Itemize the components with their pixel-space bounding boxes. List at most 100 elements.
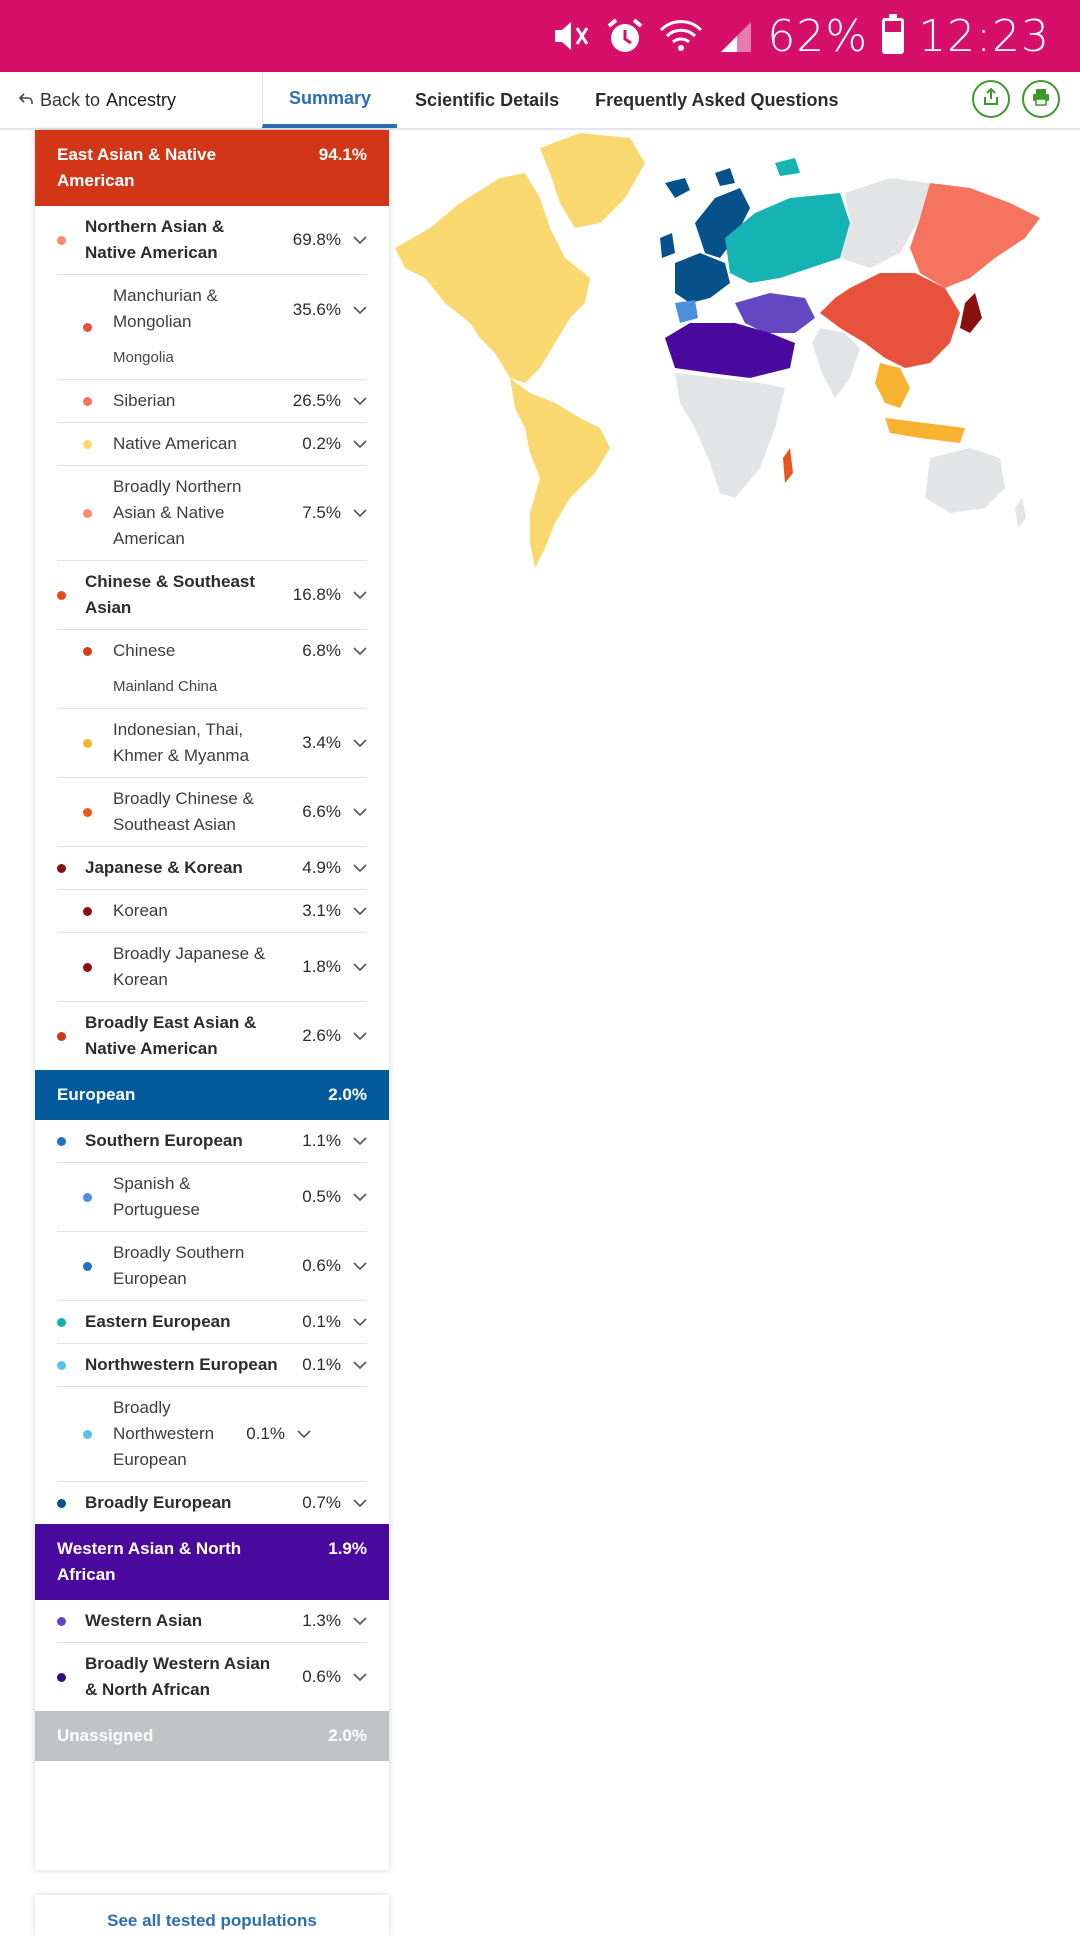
dot-icon (57, 1498, 66, 1508)
chevron-down-icon (341, 638, 367, 655)
map-region-southeast-asia (875, 363, 910, 408)
tab-scientific-details[interactable]: Scientific Details (415, 89, 560, 110)
dot-icon (83, 322, 92, 332)
map-region-arctic-islands (775, 158, 800, 176)
dot-icon (83, 906, 92, 916)
chevron-down-icon (341, 283, 367, 314)
chevron-down-icon (341, 236, 367, 244)
dot-icon (57, 1616, 66, 1626)
row-korean[interactable]: Korean 3.1% (57, 890, 367, 933)
map-region-iberia (675, 300, 698, 323)
wifi-icon (659, 18, 703, 54)
chevron-down-icon (341, 963, 367, 971)
chevron-down-icon (341, 1318, 367, 1326)
dot-icon (83, 439, 92, 449)
chevron-down-icon (341, 907, 367, 915)
dot-icon (57, 1672, 66, 1682)
back-arrow-icon (18, 90, 34, 111)
dot-icon (83, 1261, 92, 1271)
dot-icon (57, 235, 66, 245)
chevron-down-icon (341, 1032, 367, 1040)
dot-icon (83, 962, 92, 972)
chevron-down-icon (341, 1262, 367, 1270)
map-region-australia (925, 448, 1005, 513)
row-manchurian[interactable]: Manchurian & Mongolian Mongolia 35.6% (57, 275, 367, 380)
row-broadly-japanese-korean[interactable]: Broadly Japanese & Korean 1.8% (57, 933, 367, 1002)
row-northwestern-european[interactable]: Northwestern European 0.1% (57, 1344, 367, 1387)
map-region-russia (840, 178, 930, 268)
dot-icon (83, 807, 92, 817)
row-siberian[interactable]: Siberian 26.5% (57, 380, 367, 423)
dot-icon (83, 396, 92, 406)
row-northern-asian[interactable]: Northern Asian & Native American 69.8% (57, 206, 367, 275)
chevron-down-icon (341, 1137, 367, 1145)
tab-bar: Summary Scientific Details Frequently As… (262, 72, 857, 128)
ancestry-breakdown-panel: East Asian & Native American 94.1% North… (35, 130, 389, 1870)
status-bar: 62% 12:23 (0, 0, 1080, 72)
dot-icon (57, 1031, 66, 1041)
row-spanish-portuguese[interactable]: Spanish & Portuguese 0.5% (57, 1163, 367, 1232)
category-unassigned[interactable]: Unassigned 2.0% (35, 1711, 389, 1761)
tab-summary[interactable]: Summary (262, 72, 398, 128)
print-icon (1031, 87, 1051, 112)
tab-faq[interactable]: Frequently Asked Questions (595, 89, 839, 110)
chevron-down-icon (341, 509, 367, 517)
print-button[interactable] (1022, 80, 1060, 118)
mute-icon (551, 18, 591, 54)
dot-icon (83, 1429, 92, 1439)
map-region-sub-saharan-africa (675, 373, 785, 498)
map-region-madagascar (783, 448, 793, 483)
clock: 12:23 (918, 10, 1050, 62)
row-broadly-southern-european[interactable]: Broadly Southern European 0.6% (57, 1232, 367, 1301)
back-target: Ancestry (106, 89, 177, 110)
share-button[interactable] (972, 80, 1010, 118)
category-east-asian[interactable]: East Asian & Native American 94.1% (35, 130, 389, 206)
row-chinese[interactable]: Chinese Mainland China 6.8% (57, 630, 367, 709)
map-region-south-america (510, 378, 610, 568)
map-region-indonesia (885, 418, 965, 443)
map-region-western-europe (675, 253, 730, 303)
dot-icon (57, 863, 66, 873)
row-broadly-northern-asian[interactable]: Broadly Northern Asian & Native American… (57, 466, 367, 561)
chevron-down-icon (341, 1361, 367, 1369)
dot-icon (83, 508, 92, 518)
row-indonesian-thai[interactable]: Indonesian, Thai, Khmer & Myanma 3.4% (57, 709, 367, 778)
map-region-western-asia (735, 293, 815, 333)
dot-icon (83, 1192, 92, 1202)
chevron-down-icon (285, 1430, 311, 1438)
category-european[interactable]: European 2.0% (35, 1070, 389, 1120)
row-southern-european[interactable]: Southern European 1.1% (57, 1120, 367, 1163)
row-broadly-chinese[interactable]: Broadly Chinese & Southeast Asian 6.6% (57, 778, 367, 847)
map-region-uk (660, 233, 675, 258)
row-eastern-european[interactable]: Eastern European 0.1% (57, 1301, 367, 1344)
chevron-down-icon (341, 591, 367, 599)
row-broadly-northwestern-european[interactable]: Broadly Northwestern European 0.1% (57, 1387, 367, 1482)
row-chinese-southeast-asian[interactable]: Chinese & Southeast Asian 16.8% (57, 561, 367, 630)
map-region-svalbard (715, 168, 735, 186)
dot-icon (57, 590, 66, 600)
chevron-down-icon (341, 397, 367, 405)
chevron-down-icon (341, 864, 367, 872)
row-broadly-east-asian[interactable]: Broadly East Asian & Native American 2.6… (57, 1002, 367, 1070)
map-region-scandinavia (695, 188, 750, 258)
see-all-populations-link[interactable]: See all tested populations (35, 1895, 389, 1935)
category-western-asian[interactable]: Western Asian & North African 1.9% (35, 1524, 389, 1600)
map-region-north-america (395, 173, 590, 383)
row-broadly-western-asian[interactable]: Broadly Western Asian & North African 0.… (57, 1643, 367, 1711)
row-japanese-korean[interactable]: Japanese & Korean 4.9% (57, 847, 367, 890)
chevron-down-icon (341, 808, 367, 816)
row-broadly-european[interactable]: Broadly European 0.7% (57, 1482, 367, 1524)
chevron-down-icon (341, 440, 367, 448)
map-region-new-zealand (1015, 498, 1026, 528)
map-region-eastern-europe (725, 193, 850, 283)
ancestry-world-map (395, 133, 1040, 568)
row-native-american[interactable]: Native American 0.2% (57, 423, 367, 466)
map-region-japan-korea (960, 293, 982, 333)
map-region-china-mongolia (820, 273, 960, 368)
dot-icon (83, 647, 92, 656)
dot-icon (57, 1360, 66, 1370)
map-region-iceland (665, 178, 690, 198)
row-western-asian[interactable]: Western Asian 1.3% (57, 1600, 367, 1643)
back-to-ancestry-link[interactable]: Back to Ancestry (18, 72, 176, 128)
map-region-greenland (540, 133, 645, 228)
